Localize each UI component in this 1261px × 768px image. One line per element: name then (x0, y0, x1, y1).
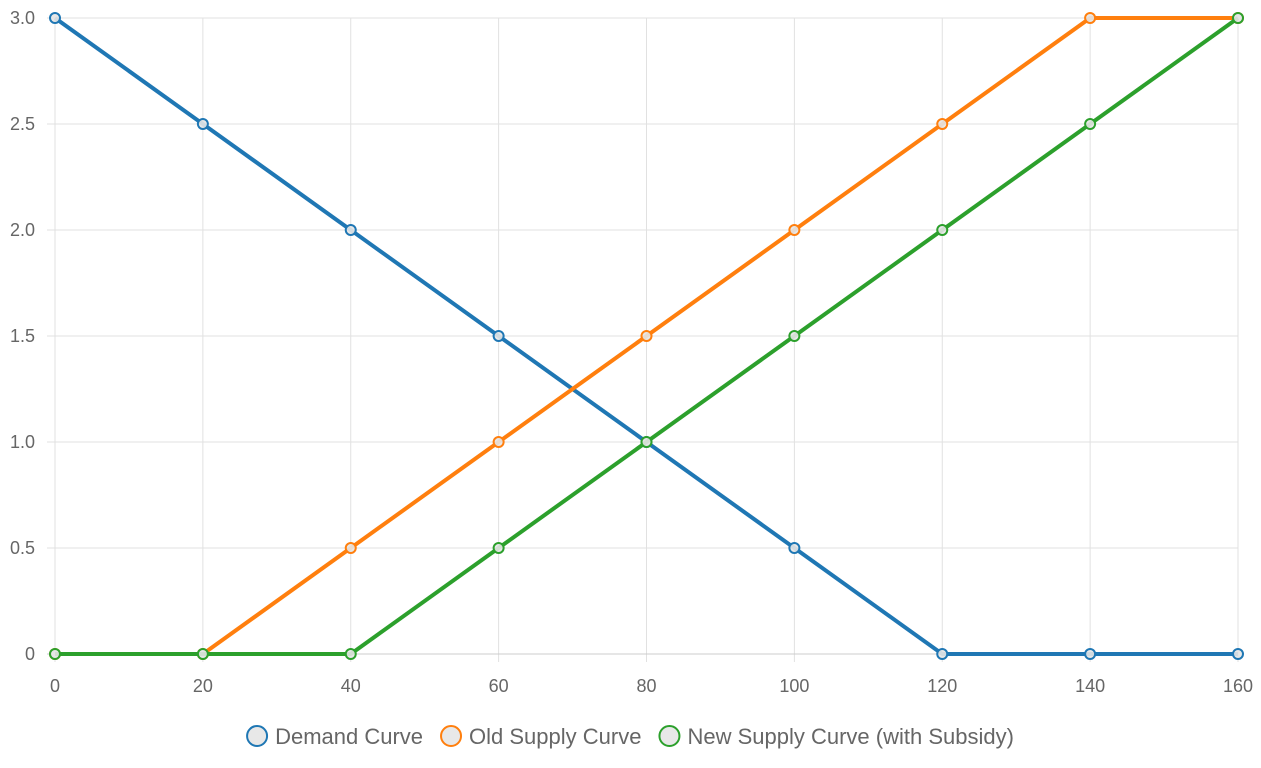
legend-label: Old Supply Curve (469, 724, 641, 749)
data-point (492, 542, 505, 554)
x-tick-label: 120 (927, 676, 957, 696)
data-point (936, 224, 949, 236)
data-point (788, 224, 801, 236)
y-tick-label: 1.0 (10, 432, 35, 452)
data-point (1084, 12, 1097, 24)
y-tick-label: 2.0 (10, 220, 35, 240)
series-lines (49, 12, 1244, 660)
y-tick-label: 2.5 (10, 114, 35, 134)
data-point (344, 648, 357, 660)
data-point (49, 12, 61, 24)
legend: Demand Curve Old Supply Curve New Supply C… (246, 724, 1014, 749)
y-tick-label: 0.5 (10, 538, 35, 558)
data-point (196, 648, 209, 660)
legend-label: New Supply Curve (with Subsidy) (687, 724, 1013, 749)
x-tick-label: 60 (489, 676, 509, 696)
data-point (49, 648, 61, 660)
x-tick-label: 140 (1075, 676, 1105, 696)
data-point (936, 118, 949, 130)
x-tick-label: 100 (779, 676, 809, 696)
data-point (344, 542, 357, 554)
data-point (1232, 648, 1244, 660)
y-tick-label: 3.0 (10, 8, 35, 28)
y-tick-label: 1.5 (10, 326, 35, 346)
data-point (492, 330, 505, 342)
x-tick-label: 40 (341, 676, 361, 696)
data-point (196, 118, 209, 130)
data-point (936, 648, 949, 660)
y-tick-label: 0 (25, 644, 35, 664)
legend-marker (246, 725, 269, 747)
data-point (640, 330, 653, 342)
data-point (1084, 118, 1097, 130)
data-point (788, 330, 801, 342)
legend-marker (440, 725, 463, 747)
x-tick-label: 0 (50, 676, 60, 696)
data-point (640, 436, 653, 448)
data-point (788, 542, 801, 554)
legend-label: Demand Curve (275, 724, 423, 749)
axes: 0 20 40 60 80 100 120 140 160 0 0.5 1.0 1.5 2.0 2.5 3.0 (10, 8, 1253, 696)
x-tick-label: 160 (1223, 676, 1253, 696)
series-3 (49, 12, 1244, 660)
data-point (1084, 648, 1097, 660)
x-tick-label: 80 (636, 676, 656, 696)
data-point (1232, 12, 1244, 24)
data-point (344, 224, 357, 236)
legend-marker (658, 725, 681, 747)
data-point (492, 436, 505, 448)
x-tick-label: 20 (193, 676, 213, 696)
